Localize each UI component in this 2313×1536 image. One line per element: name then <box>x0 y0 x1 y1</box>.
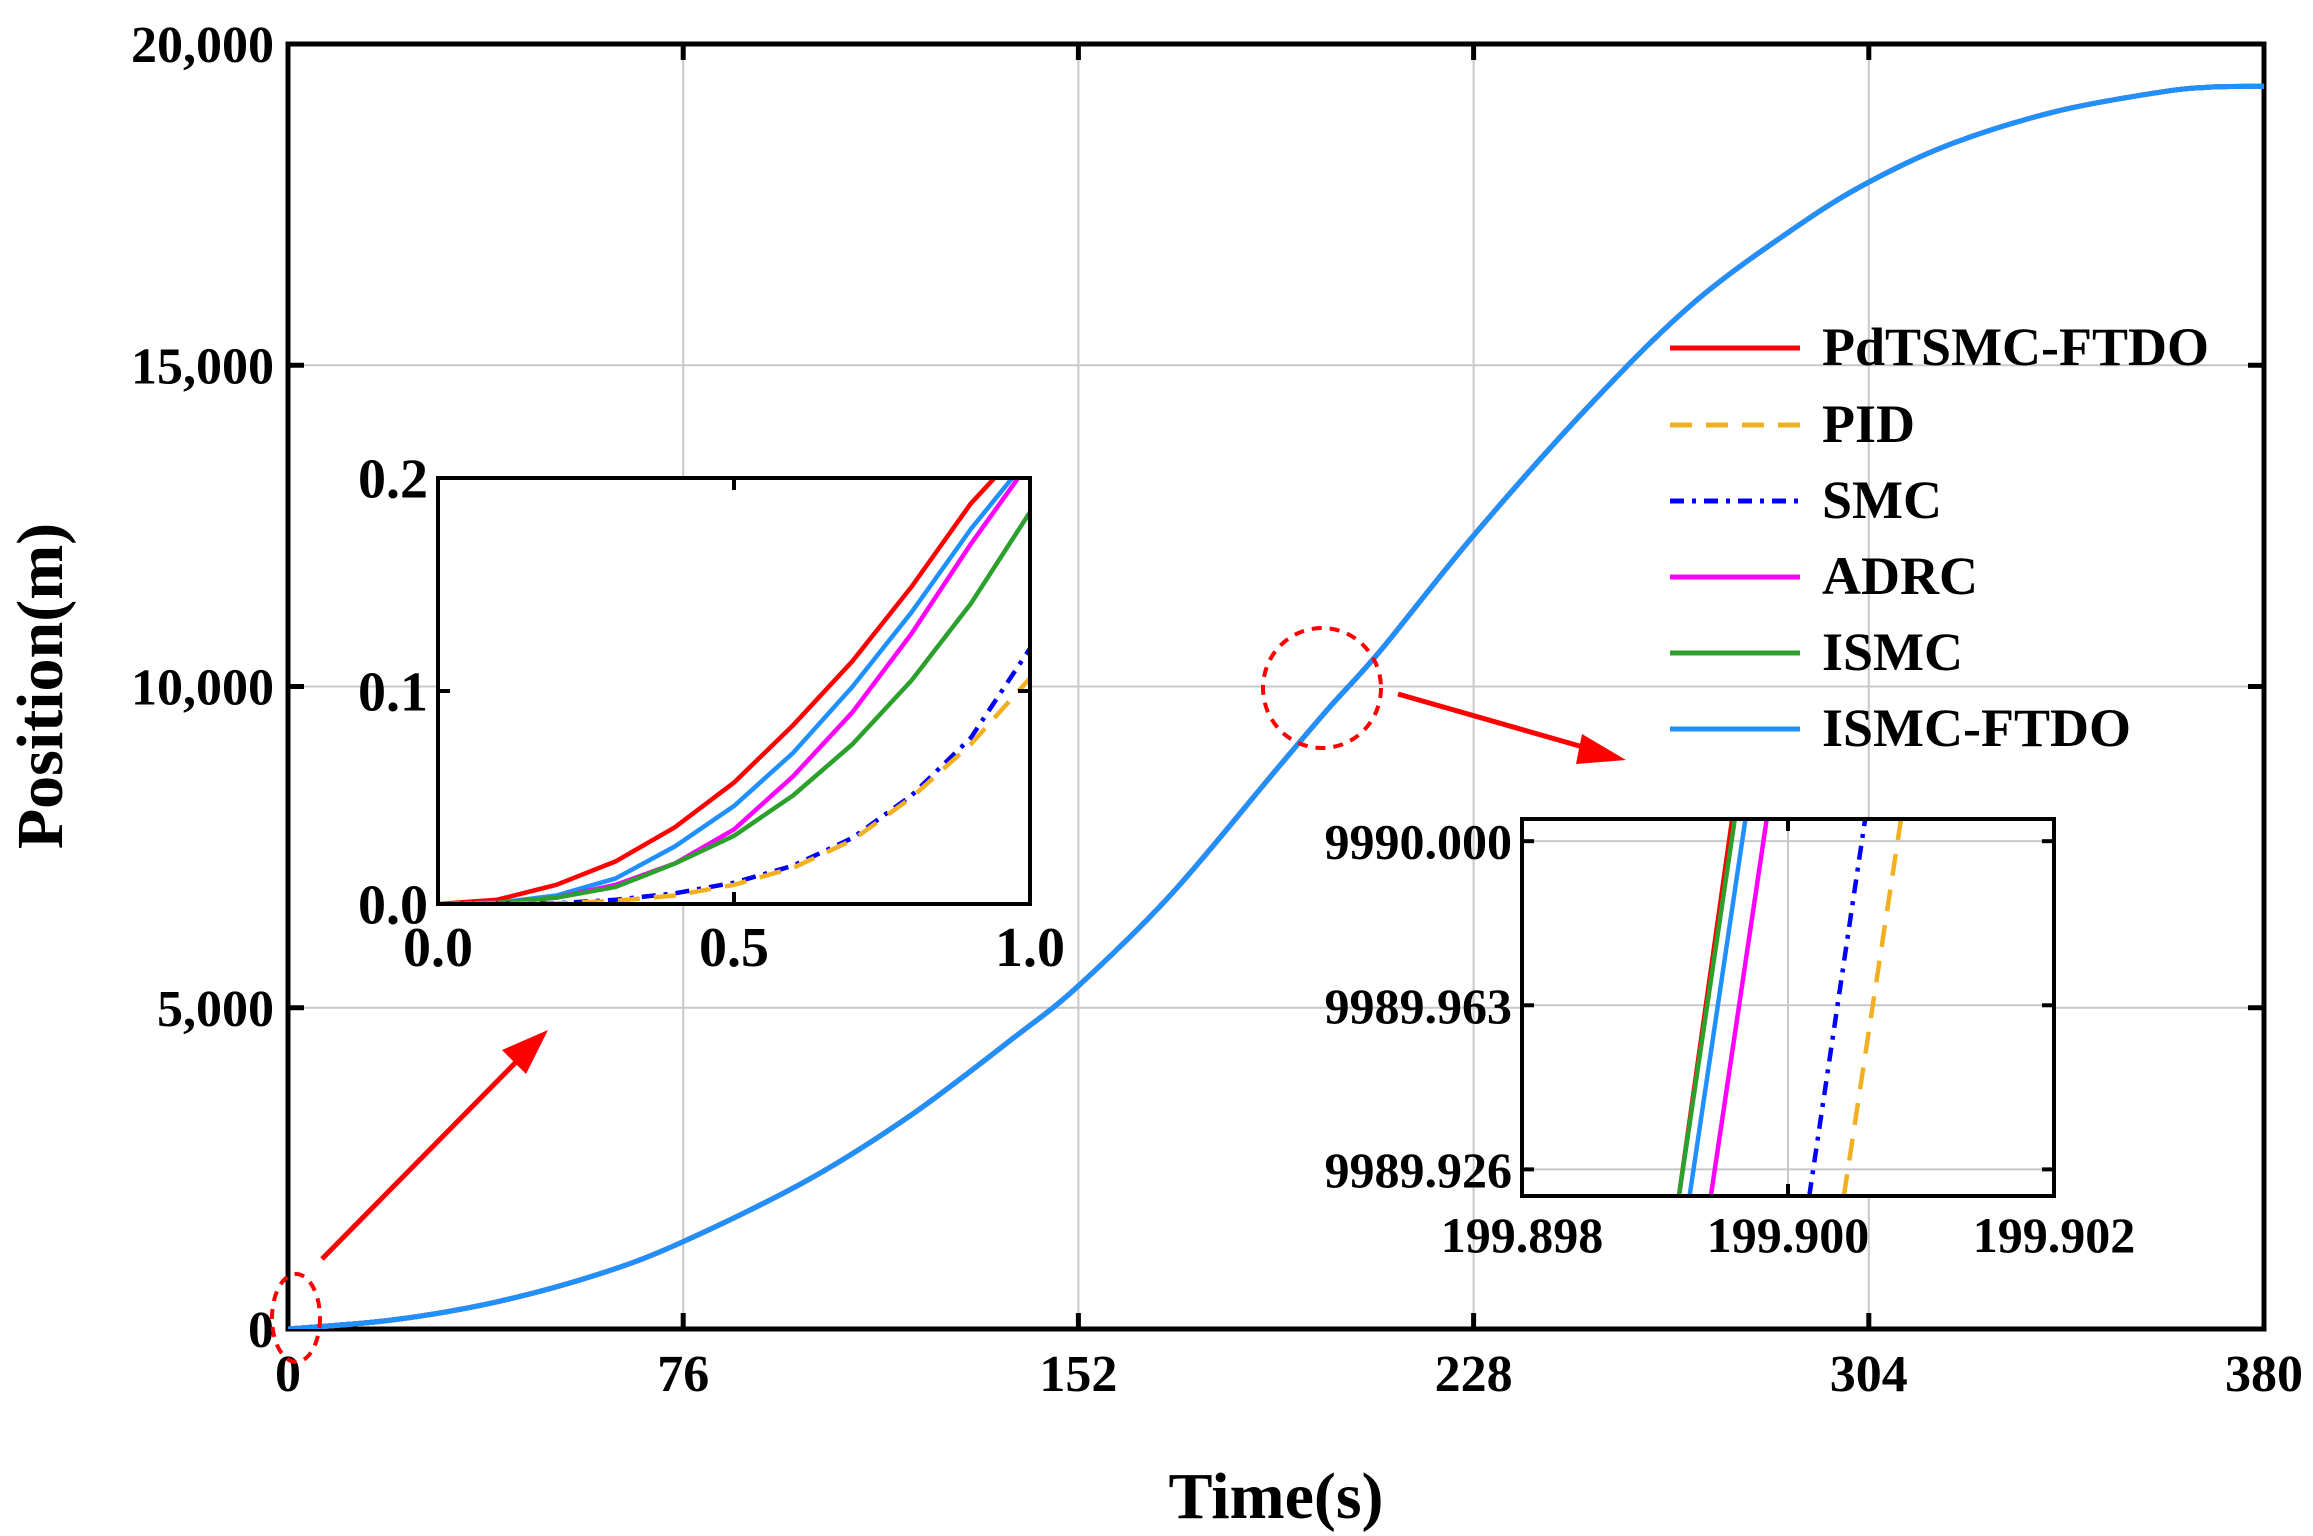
inset-mid-x-tick-label: 199.902 <box>1973 1207 2136 1263</box>
legend-label-ismc-ftdo: ISMC-FTDO <box>1822 698 2131 758</box>
zoom-marker-mid-ellipse <box>1261 626 1383 750</box>
x-tick-label: 304 <box>1830 1346 1908 1403</box>
zoom-arrow-start <box>320 1030 548 1261</box>
y-tick-label: 20,000 <box>131 17 274 74</box>
inset-mid-y-tick-label: 9990.000 <box>1325 814 1513 870</box>
zoom-marker-start-ellipse <box>270 1272 322 1364</box>
inset-mid-x-tick-label: 199.900 <box>1707 1207 1870 1263</box>
inset-mid-y-tick-label: 9989.926 <box>1325 1142 1513 1198</box>
inset-start-x-tick-label: 0.5 <box>699 917 769 979</box>
inset-start-background <box>438 478 1030 904</box>
inset-mid-series-adrc <box>1708 819 1769 1196</box>
legend-label-pdtsmc-ftdo: PdTSMC-FTDO <box>1822 317 2209 377</box>
inset-mid-ticks: 199.898 199.900 199.902 9989.926 9989.963 999… <box>1325 814 2136 1263</box>
inset-start-y-tick-label: 0.0 <box>358 875 428 937</box>
x-tick-label: 152 <box>1039 1346 1117 1403</box>
x-tick-label: 76 <box>657 1346 709 1403</box>
inset-start-x-tick-label: 1.0 <box>995 917 1065 979</box>
inset-mid-series-smc <box>1807 819 1868 1196</box>
x-axis-title: Time(s) <box>1168 1460 1383 1533</box>
inset-mid-curves <box>1676 819 1904 1196</box>
legend-label-adrc: ADRC <box>1822 546 1978 606</box>
y-tick-label: 0 <box>248 1302 274 1359</box>
inset-start-series-ismc <box>438 510 1030 904</box>
inset-mid-series-ismc-ftdo <box>1687 819 1748 1196</box>
inset-mid-series-pid <box>1841 819 1904 1196</box>
main-curves <box>288 83 2264 1329</box>
inset-mid-series-ismc <box>1676 819 1738 1196</box>
inset-start-y-tick-label: 0.1 <box>358 662 428 724</box>
legend: PdTSMC-FTDO PID SMC ADRC ISMC ISMC-FTDO <box>1670 317 2209 758</box>
inset-start-ticks: 0.0 0.5 1.0 0.0 0.1 0.2 <box>358 449 1065 979</box>
x-tick-label: 0 <box>275 1346 301 1403</box>
x-tick-label: 380 <box>2225 1346 2303 1403</box>
main-ticks: 0 76 152 228 304 380 0 5,000 10,000 15,000 20,000 <box>131 17 2303 1403</box>
y-tick-label: 5,000 <box>157 981 274 1038</box>
main-series-ismc-ftdo <box>288 83 2264 1329</box>
inset-mid-y-tick-label: 9989.963 <box>1325 978 1513 1034</box>
inset-start-x-tick-label: 0.0 <box>403 917 473 979</box>
y-axis-title: Position(m) <box>4 523 77 849</box>
y-tick-label: 15,000 <box>131 338 274 395</box>
legend-label-pid: PID <box>1822 394 1915 454</box>
inset-start-series-pdtsmc-ftdo <box>438 478 997 904</box>
x-tick-label: 228 <box>1435 1346 1513 1403</box>
zoom-arrow-mid <box>1397 691 1626 764</box>
y-tick-label: 10,000 <box>131 660 274 717</box>
inset-start-y-tick-label: 0.2 <box>358 449 428 511</box>
legend-label-smc: SMC <box>1822 470 1942 530</box>
legend-label-ismc: ISMC <box>1822 622 1963 682</box>
inset-mid-x-tick-label: 199.898 <box>1441 1207 1604 1263</box>
